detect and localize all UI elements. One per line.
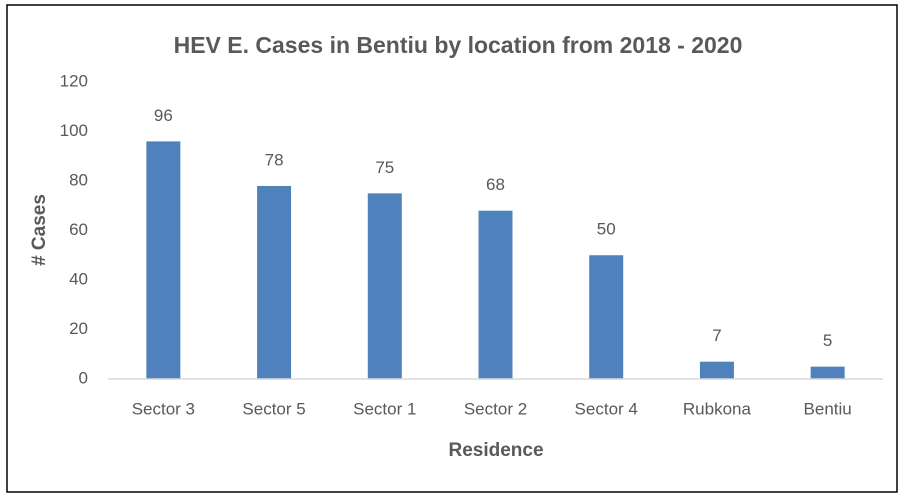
x-axis-title: Residence [448,440,543,461]
data-label: 7 [712,326,721,345]
x-tick-label: Sector 1 [353,399,416,418]
y-axis-title: # Cases [29,194,50,266]
x-tick-label: Sector 2 [464,399,527,418]
y-tick-label: 20 [69,319,88,338]
chart-frame [6,4,898,493]
data-label: 5 [823,331,832,350]
bar [257,185,292,379]
data-label: 75 [375,158,394,177]
data-label: 96 [154,106,173,125]
chart-title: HEV E. Cases in Bentiu by location from … [174,32,743,58]
bar [367,193,402,379]
bar [810,366,845,379]
bar [478,210,513,379]
x-tick-label: Sector 3 [132,399,195,418]
x-tick-label: Rubkona [683,399,752,418]
x-tick-label: Sector 5 [242,399,305,418]
bar [699,361,734,379]
x-tick-label: Sector 4 [575,399,638,418]
bar [589,255,624,379]
data-label: 50 [597,220,616,239]
y-tick-label: 100 [60,121,88,140]
y-tick-label: 60 [69,220,88,239]
x-tick-label: Bentiu [804,399,852,418]
y-tick-label: 40 [69,269,88,288]
data-label: 68 [486,175,505,194]
bar [146,141,181,379]
y-tick-label: 120 [60,71,88,90]
y-tick-label: 0 [79,368,88,387]
data-label: 78 [265,150,284,169]
y-tick-label: 80 [69,170,88,189]
